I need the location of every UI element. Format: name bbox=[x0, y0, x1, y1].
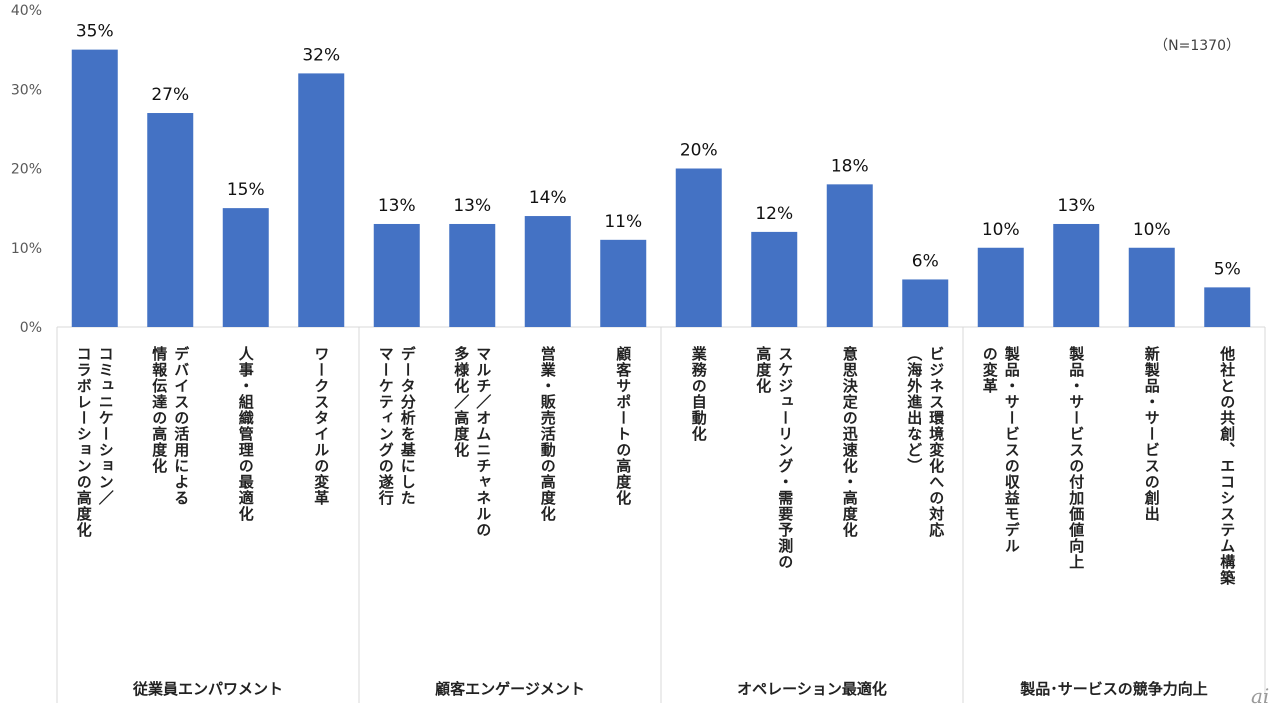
data-label: 13% bbox=[378, 196, 416, 216]
category-label-line: コラボレーションの高度化 bbox=[75, 346, 93, 538]
y-tick-label: 10% bbox=[11, 241, 42, 257]
group-labels: 従業員エンパワメント 顧客エンゲージメント オペレーション最適化 製品･サービスの競争… bbox=[132, 680, 1208, 698]
bar bbox=[449, 223, 496, 327]
category-label-line: 営業・販売活動の高度化 bbox=[539, 345, 557, 522]
bar bbox=[373, 223, 420, 327]
category-label-line: 情報伝達の高度化 bbox=[150, 345, 168, 474]
category-label: 他社との共創、エコシステム構築 bbox=[1218, 345, 1236, 586]
bar bbox=[1053, 223, 1100, 327]
data-label: 11% bbox=[604, 212, 642, 232]
group-label: オペレーション最適化 bbox=[737, 680, 887, 698]
category-label-line: 人事・組織管理の最適化 bbox=[237, 346, 255, 522]
group-label: 顧客エンゲージメント bbox=[435, 680, 585, 698]
data-label: 27% bbox=[151, 85, 189, 105]
y-axis: 0% 10% 20% 30% 40% bbox=[11, 3, 42, 336]
bar bbox=[1128, 247, 1175, 327]
bar bbox=[902, 279, 949, 327]
category-label-line: の変革 bbox=[981, 346, 999, 394]
category-label: 意思決定の迅速化・高度化 bbox=[841, 345, 859, 538]
bar bbox=[298, 73, 345, 328]
data-label: 13% bbox=[453, 196, 491, 216]
data-label: 10% bbox=[1133, 220, 1171, 240]
y-tick-label: 0% bbox=[20, 320, 42, 336]
category-label: 新製品・サービスの創出 bbox=[1143, 345, 1161, 522]
data-label: 20% bbox=[680, 141, 718, 161]
data-label: 18% bbox=[831, 156, 869, 176]
category-label: ビジネス環境変化への対応（海外進出など） bbox=[905, 346, 945, 538]
bar bbox=[222, 208, 269, 327]
y-tick-label: 40% bbox=[11, 3, 42, 19]
category-label: 営業・販売活動の高度化 bbox=[539, 345, 557, 522]
data-label: 12% bbox=[755, 204, 793, 224]
category-label-line: 製品・サービスの収益モデル bbox=[1003, 345, 1021, 554]
data-label: 14% bbox=[529, 188, 567, 208]
data-label: 15% bbox=[227, 180, 265, 200]
category-label-line: 新製品・サービスの創出 bbox=[1143, 345, 1161, 522]
data-label: 35% bbox=[76, 22, 114, 42]
category-label-line: スケジューリング・需要予測の bbox=[776, 346, 794, 570]
category-label: 顧客サポートの高度化 bbox=[614, 345, 632, 506]
category-label-line: コミュニケーション／ bbox=[97, 346, 115, 506]
bar bbox=[524, 216, 571, 327]
category-label-line: 顧客サポートの高度化 bbox=[614, 345, 632, 506]
category-label: ワークスタイルの変革 bbox=[312, 346, 330, 506]
bar bbox=[675, 168, 722, 327]
bar bbox=[71, 49, 118, 327]
bar bbox=[751, 231, 798, 327]
category-label: 業務の自動化 bbox=[690, 345, 708, 442]
category-label-line: ワークスタイルの変革 bbox=[312, 346, 330, 506]
category-label: 人事・組織管理の最適化 bbox=[237, 346, 255, 522]
data-label: 32% bbox=[302, 45, 340, 65]
category-label-line: 製品・サービスの付加価値向上 bbox=[1067, 345, 1085, 570]
data-label: 10% bbox=[982, 220, 1020, 240]
category-label-line: デバイスの活用による bbox=[172, 345, 190, 506]
category-label-line: 業務の自動化 bbox=[690, 345, 708, 442]
data-label: 6% bbox=[912, 251, 939, 271]
category-label-line: データ分析を基にした bbox=[399, 345, 417, 506]
group-label: 製品･サービスの競争力向上 bbox=[1019, 680, 1208, 698]
bar bbox=[600, 239, 647, 327]
bars bbox=[71, 49, 1251, 328]
category-label-line: （海外進出など） bbox=[905, 346, 923, 474]
category-label: コミュニケーション／コラボレーションの高度化 bbox=[75, 346, 115, 538]
category-label: 製品・サービスの付加価値向上 bbox=[1067, 345, 1085, 570]
category-label-line: 他社との共創、エコシステム構築 bbox=[1218, 345, 1236, 586]
bar bbox=[1204, 287, 1251, 327]
data-label: 13% bbox=[1057, 196, 1095, 216]
bar bbox=[977, 247, 1024, 327]
bar bbox=[826, 184, 873, 327]
y-tick-label: 30% bbox=[11, 82, 42, 98]
category-label-line: 多様化／高度化 bbox=[452, 345, 470, 458]
category-label-line: 意思決定の迅速化・高度化 bbox=[841, 345, 859, 538]
bar bbox=[147, 113, 194, 328]
data-labels: 35% 27% 15% 32% 13% 13% 14% 11% 20% 12% 18% 6% 10% 13… bbox=[76, 22, 1241, 280]
data-label: 5% bbox=[1214, 259, 1241, 279]
y-tick-label: 20% bbox=[11, 162, 42, 178]
category-label-line: ビジネス環境変化への対応 bbox=[927, 346, 945, 538]
x-axis-labels: コミュニケーション／コラボレーションの高度化 デバイスの活用による情報伝達の高度化… bbox=[75, 345, 1237, 586]
logo-mark: ai bbox=[1251, 684, 1269, 708]
category-label-line: 高度化 bbox=[754, 345, 772, 394]
sample-size-note: （N=1370） bbox=[1154, 38, 1240, 54]
group-label: 従業員エンパワメント bbox=[132, 680, 283, 698]
category-label-line: マーケティングの遂行 bbox=[377, 346, 395, 506]
category-label-line: マルチ／オムニチャネルの bbox=[474, 346, 492, 538]
